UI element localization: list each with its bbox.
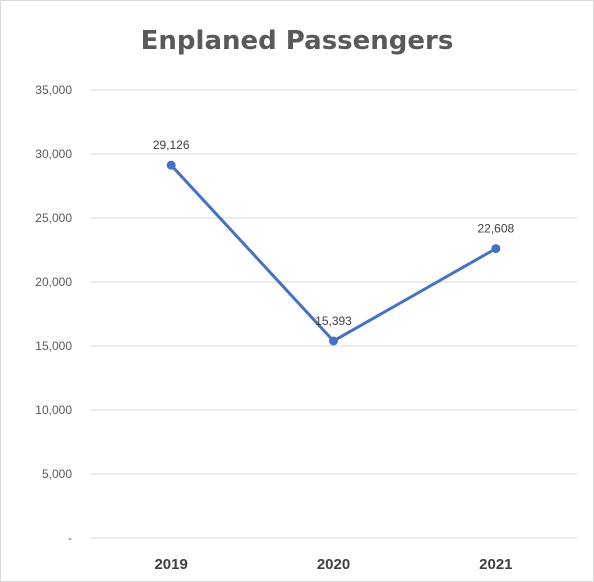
data-labels: 29,126 15,393 22,608 [153, 138, 515, 328]
y-tick-label: 25,000 [35, 211, 72, 225]
data-point [491, 244, 501, 254]
x-axis-category-labels: 2019 2020 2021 [154, 556, 512, 573]
data-label: 22,608 [477, 222, 514, 236]
y-tick-label: 15,000 [35, 339, 72, 353]
y-tick-label: 10,000 [35, 403, 72, 417]
data-markers [166, 160, 501, 346]
y-axis-tick-labels: - 5,000 10,000 15,000 20,000 25,000 30,000 35,0… [35, 83, 72, 545]
y-tick-label: 20,000 [35, 275, 72, 289]
y-tick-label: 30,000 [35, 147, 72, 161]
data-label: 29,126 [153, 138, 190, 152]
chart-title: Enplaned Passengers [140, 26, 454, 56]
data-point [166, 160, 176, 170]
x-category-label: 2019 [154, 556, 187, 573]
y-tick-label: 5,000 [42, 467, 72, 481]
gridlines [90, 89, 577, 539]
data-label: 15,393 [315, 314, 352, 328]
x-category-label: 2021 [479, 556, 512, 573]
y-tick-label: - [68, 531, 72, 545]
y-tick-label: 35,000 [35, 83, 72, 97]
data-point [329, 336, 338, 346]
x-category-label: 2020 [317, 556, 350, 573]
